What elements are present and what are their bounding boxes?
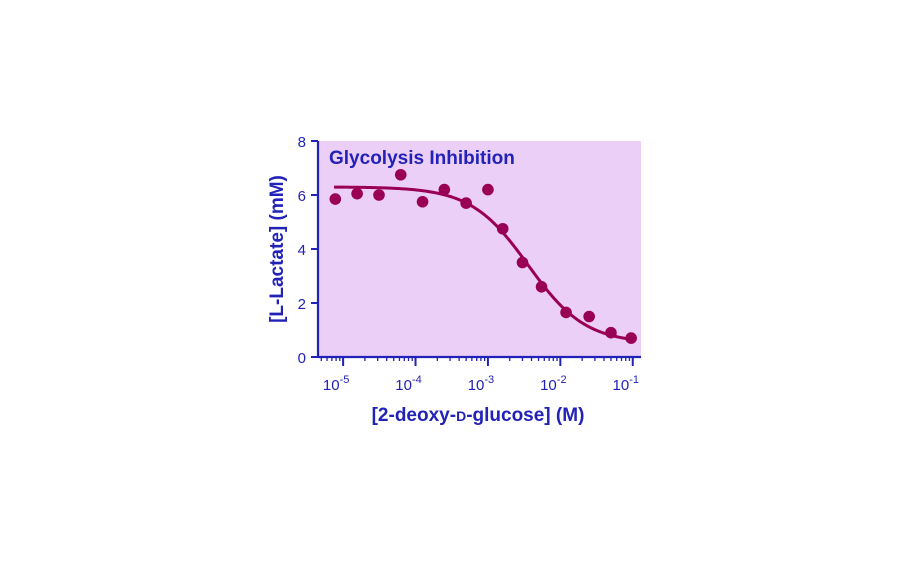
x-axis-title: [2-deoxy-D-glucose] (M) xyxy=(372,405,585,426)
data-point xyxy=(351,187,363,200)
data-point xyxy=(605,326,617,339)
x-tick-label: 10-3 xyxy=(468,374,494,394)
plot-area xyxy=(318,141,641,357)
data-point xyxy=(460,197,472,209)
y-tick-label: 4 xyxy=(298,242,306,259)
data-point xyxy=(496,222,509,235)
data-point xyxy=(583,310,595,323)
data-point xyxy=(625,332,637,344)
data-point xyxy=(329,193,342,205)
data-point xyxy=(535,281,548,293)
data-point xyxy=(438,183,451,196)
x-tick-label: 10-4 xyxy=(395,374,421,394)
y-tick-label: 0 xyxy=(298,350,306,367)
y-tick-label: 6 xyxy=(298,188,306,205)
y-tick-label: 2 xyxy=(298,296,306,313)
data-point xyxy=(560,306,572,319)
data-points xyxy=(329,168,637,344)
y-tick-label: 8 xyxy=(298,134,306,151)
data-point xyxy=(394,168,407,181)
y-axis: 0 2 4 6 8 xyxy=(298,134,320,367)
y-axis-title: [L-Lactate] (mM) xyxy=(267,175,288,323)
data-point xyxy=(373,189,385,201)
x-tick-label: 10-5 xyxy=(323,374,349,394)
x-axis: 10-5 10-4 10-3 10-2 10-1 xyxy=(318,355,641,394)
x-tick-label: 10-1 xyxy=(613,374,639,394)
data-point xyxy=(416,195,429,208)
x-tick-label: 10-2 xyxy=(540,374,566,394)
fit-curve xyxy=(334,185,633,342)
data-point xyxy=(516,256,529,269)
chart-title: Glycolysis Inhibition xyxy=(329,148,515,169)
data-point xyxy=(482,183,494,196)
